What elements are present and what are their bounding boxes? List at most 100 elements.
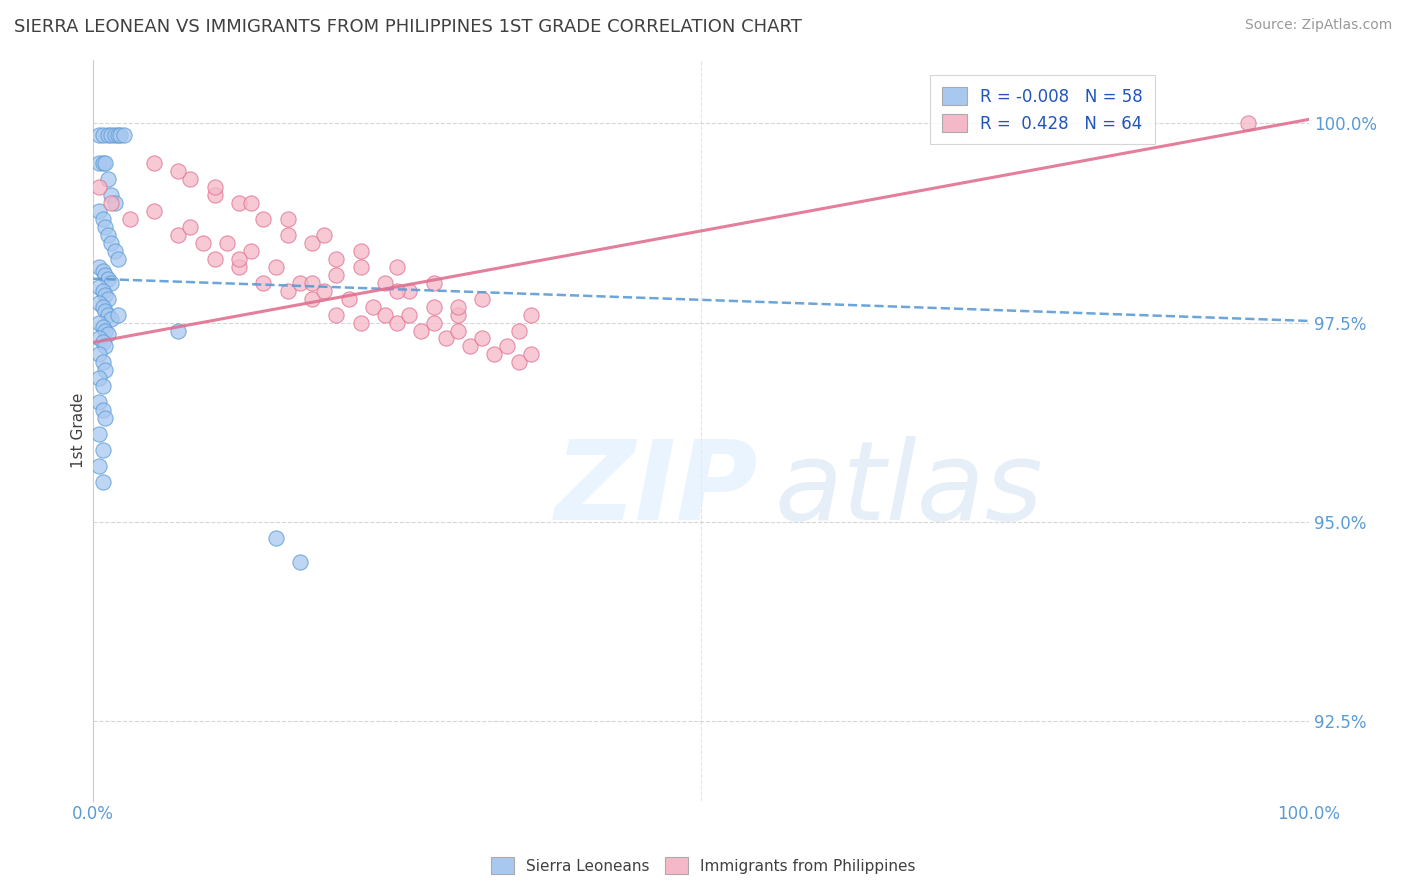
Point [89, 427, 111, 442]
Point [398, 284, 420, 298]
Point [97, 227, 120, 242]
Point [264, 531, 287, 545]
Point [91, 264, 114, 278]
Point [94, 219, 117, 234]
Point [94, 156, 117, 170]
Point [112, 128, 135, 143]
Text: atlas: atlas [775, 436, 1043, 543]
Point [350, 316, 373, 330]
Point [471, 292, 494, 306]
Point [434, 331, 457, 345]
Point [447, 308, 470, 322]
Point [240, 244, 263, 258]
Point [167, 324, 190, 338]
Point [204, 180, 226, 194]
Point [1237, 116, 1260, 130]
Point [97, 327, 120, 342]
Text: ZIP: ZIP [555, 436, 759, 543]
Point [97, 172, 120, 186]
Text: SIERRA LEONEAN VS IMMIGRANTS FROM PHILIPPINES 1ST GRADE CORRELATION CHART: SIERRA LEONEAN VS IMMIGRANTS FROM PHILIP… [14, 18, 801, 36]
Point [91, 379, 114, 393]
Point [89, 458, 111, 473]
Point [277, 211, 299, 226]
Point [191, 235, 214, 250]
Point [520, 347, 543, 361]
Point [508, 324, 530, 338]
Point [91, 300, 114, 314]
Legend: R = -0.008   N = 58, R =  0.428   N = 64: R = -0.008 N = 58, R = 0.428 N = 64 [931, 75, 1154, 145]
Point [447, 300, 470, 314]
Point [252, 211, 274, 226]
Point [350, 260, 373, 274]
Point [89, 156, 111, 170]
Point [179, 219, 201, 234]
Point [277, 284, 299, 298]
Legend: Sierra Leoneans, Immigrants from Philippines: Sierra Leoneans, Immigrants from Philipp… [485, 851, 921, 880]
Y-axis label: 1st Grade: 1st Grade [72, 392, 86, 467]
Point [484, 347, 506, 361]
Point [204, 252, 226, 266]
Point [91, 319, 114, 334]
Point [97, 271, 120, 285]
Point [361, 300, 384, 314]
Point [89, 260, 111, 274]
Point [301, 276, 323, 290]
Point [385, 316, 408, 330]
Point [94, 363, 117, 377]
Point [97, 128, 120, 143]
Point [143, 156, 166, 170]
Point [314, 227, 336, 242]
Point [91, 211, 114, 226]
Point [91, 156, 114, 170]
Point [107, 308, 129, 322]
Point [97, 292, 120, 306]
Point [350, 244, 373, 258]
Point [288, 555, 311, 569]
Point [411, 324, 433, 338]
Point [252, 276, 274, 290]
Point [167, 164, 190, 178]
Point [104, 244, 127, 258]
Point [228, 196, 250, 211]
Point [97, 308, 120, 322]
Point [100, 196, 122, 211]
Point [325, 308, 347, 322]
Point [91, 128, 114, 143]
Point [89, 279, 111, 293]
Point [422, 316, 444, 330]
Point [314, 284, 336, 298]
Point [374, 276, 396, 290]
Point [447, 324, 470, 338]
Text: Source: ZipAtlas.com: Source: ZipAtlas.com [1244, 18, 1392, 32]
Point [91, 443, 114, 458]
Point [520, 308, 543, 322]
Point [94, 268, 117, 282]
Point [398, 308, 420, 322]
Point [422, 300, 444, 314]
Point [89, 295, 111, 310]
Point [89, 128, 111, 143]
Point [385, 260, 408, 274]
Point [240, 196, 263, 211]
Point [228, 260, 250, 274]
Point [337, 292, 360, 306]
Point [277, 227, 299, 242]
Point [215, 235, 238, 250]
Point [94, 339, 117, 353]
Point [89, 316, 111, 330]
Point [89, 371, 111, 385]
Point [228, 252, 250, 266]
Point [94, 287, 117, 301]
Point [204, 188, 226, 202]
Point [91, 355, 114, 369]
Point [100, 188, 122, 202]
Point [100, 311, 122, 326]
Point [325, 252, 347, 266]
Point [100, 235, 122, 250]
Point [104, 196, 127, 211]
Point [91, 335, 114, 350]
Point [89, 180, 111, 194]
Point [100, 128, 122, 143]
Point [458, 339, 481, 353]
Point [301, 292, 323, 306]
